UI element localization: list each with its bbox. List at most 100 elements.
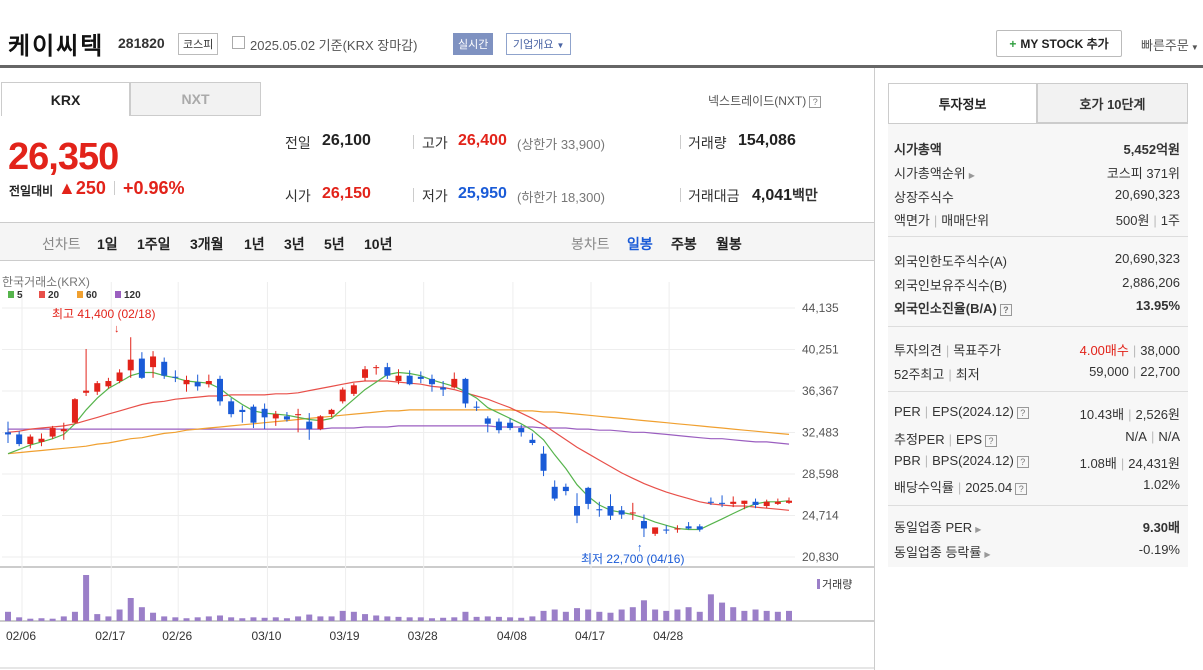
- help-icon[interactable]: ?: [1016, 455, 1029, 468]
- legend-swatch: [8, 291, 14, 298]
- candle-body: [663, 529, 670, 531]
- company-overview-dropdown[interactable]: 기업개요 ▼: [506, 33, 572, 55]
- candle-body: [574, 506, 581, 516]
- candle-body: [306, 421, 313, 430]
- candle-body: [540, 453, 547, 471]
- current-price: 26,350: [8, 136, 119, 178]
- period-daily[interactable]: 일봉: [627, 236, 653, 252]
- info-key-label-2: 매매단위: [941, 213, 990, 228]
- period-3m[interactable]: 3개월: [190, 236, 224, 252]
- info-key: 상장주식수: [894, 190, 954, 205]
- price-chart[interactable]: 44,135 40,251 36,367 32,483 28,598 24,714 20,8…: [0, 262, 875, 670]
- info-row-sector-per[interactable]: 동일업종 PER ▶ 9.30배: [894, 517, 1180, 536]
- volume-bar: [339, 610, 346, 621]
- info-value-1: 10.43배: [1079, 407, 1125, 422]
- candle-body: [172, 376, 179, 378]
- divider: [888, 236, 1188, 237]
- info-value-2: 38,000: [1140, 343, 1180, 358]
- tab-nxt[interactable]: NXT: [130, 82, 261, 116]
- help-icon[interactable]: ?: [1016, 406, 1029, 419]
- info-row-sector-change[interactable]: 동일업종 등락률 ▶ -0.19%: [894, 542, 1180, 561]
- help-icon[interactable]: ?: [1015, 482, 1028, 495]
- quick-order-link[interactable]: 빠른주문 ▼: [1141, 35, 1199, 54]
- volume-bar: [730, 607, 737, 621]
- info-value-2: 22,700: [1140, 364, 1180, 379]
- legend-label: 5: [17, 290, 23, 301]
- nxt-link[interactable]: 넥스트레이드(NXT)?: [708, 92, 822, 109]
- help-icon[interactable]: ?: [985, 434, 998, 447]
- period-5y[interactable]: 5년: [324, 236, 345, 252]
- my-stock-add-button[interactable]: + MY STOCK 추가: [996, 30, 1122, 57]
- volume-bar: [295, 616, 302, 621]
- volume-bar: [585, 609, 592, 621]
- volume-bar: [71, 611, 78, 621]
- help-icon[interactable]: ?: [999, 303, 1012, 316]
- volume-bar: [228, 617, 235, 621]
- legend-label: 120: [124, 290, 141, 301]
- info-key-label: 배당수익률: [894, 480, 954, 495]
- volume-bar: [138, 607, 145, 621]
- volume-bar: [395, 616, 402, 621]
- period-10y[interactable]: 10년: [364, 236, 393, 252]
- info-value: 5,452억원: [1123, 142, 1180, 157]
- candle-body: [618, 510, 625, 515]
- volume-bar: [328, 616, 335, 621]
- info-row-foreign-hold: 외국인보유주식수(B) 2,886,206: [894, 275, 1180, 294]
- tab-invest-info[interactable]: 투자정보: [888, 83, 1037, 123]
- info-value: 4.00매수 | 38,000: [1079, 343, 1180, 358]
- candle-body: [652, 527, 659, 534]
- help-icon[interactable]: ?: [809, 95, 822, 108]
- info-key: 동일업종 PER ▶: [894, 517, 981, 536]
- calendar-icon: [232, 36, 245, 49]
- info-key: 동일업종 등락률 ▶: [894, 542, 991, 561]
- volume-bar: [261, 617, 268, 621]
- market-badge: 코스피: [178, 33, 219, 55]
- candle-body: [161, 361, 168, 376]
- info-value: 13.95%: [1135, 298, 1180, 313]
- volume-bar: [283, 618, 290, 621]
- candle-body: [328, 409, 335, 415]
- period-3y[interactable]: 3년: [284, 236, 305, 252]
- info-key-label: 외국인소진율(B/A): [894, 301, 997, 316]
- candle-body: [116, 372, 123, 382]
- volume-bar: [696, 611, 703, 621]
- candle-body: [674, 528, 681, 530]
- volume-bar: [150, 612, 157, 621]
- candle-body: [484, 418, 491, 424]
- max-label: 최고 41,400 (02/18): [52, 307, 155, 321]
- min-label: 최저 22,700 (04/16): [581, 552, 684, 566]
- tab-hoga[interactable]: 호가 10단계: [1037, 83, 1188, 123]
- candle-body: [451, 378, 458, 388]
- chevron-right-icon: ▶: [968, 171, 975, 180]
- period-weekly[interactable]: 주봉: [671, 236, 697, 252]
- volume-legend-swatch: [817, 579, 820, 589]
- stock-name: 케이씨텍: [8, 33, 105, 60]
- period-monthly[interactable]: 월봉: [716, 236, 742, 252]
- info-key-label-2: EPS: [956, 432, 983, 447]
- candle-body: [428, 378, 435, 385]
- period-1y[interactable]: 1년: [244, 236, 265, 252]
- info-value: -0.19%: [1138, 542, 1180, 557]
- info-key: 52주최고 | 최저: [894, 367, 980, 382]
- candle-body: [105, 381, 112, 387]
- candle-body: [205, 381, 212, 385]
- stock-code: 281820: [118, 35, 165, 51]
- volume-bar: [317, 616, 324, 621]
- candle-body: [774, 501, 781, 504]
- volume-bar: [607, 612, 614, 621]
- candle-body: [752, 501, 759, 505]
- volume-bar: [707, 594, 714, 621]
- info-row-est-per: 추정PER | EPS? N/A | N/A: [894, 429, 1180, 448]
- info-key: PER | EPS(2024.12)?: [894, 404, 1029, 423]
- chevron-down-icon: ▼: [556, 41, 565, 50]
- realtime-button[interactable]: 실시간: [453, 33, 494, 55]
- period-1d[interactable]: 1일: [97, 236, 118, 252]
- period-1w[interactable]: 1주일: [137, 236, 171, 252]
- volume-bar: [473, 616, 480, 621]
- info-row-cap-rank[interactable]: 시가총액순위 ▶ 코스피 371위: [894, 163, 1180, 182]
- candle-body: [60, 429, 67, 432]
- info-key: 외국인소진율(B/A)?: [894, 298, 1012, 317]
- info-key: 투자의견 | 목표주가: [894, 343, 1002, 358]
- volume-bar: [384, 616, 391, 621]
- tab-krx[interactable]: KRX: [1, 82, 130, 116]
